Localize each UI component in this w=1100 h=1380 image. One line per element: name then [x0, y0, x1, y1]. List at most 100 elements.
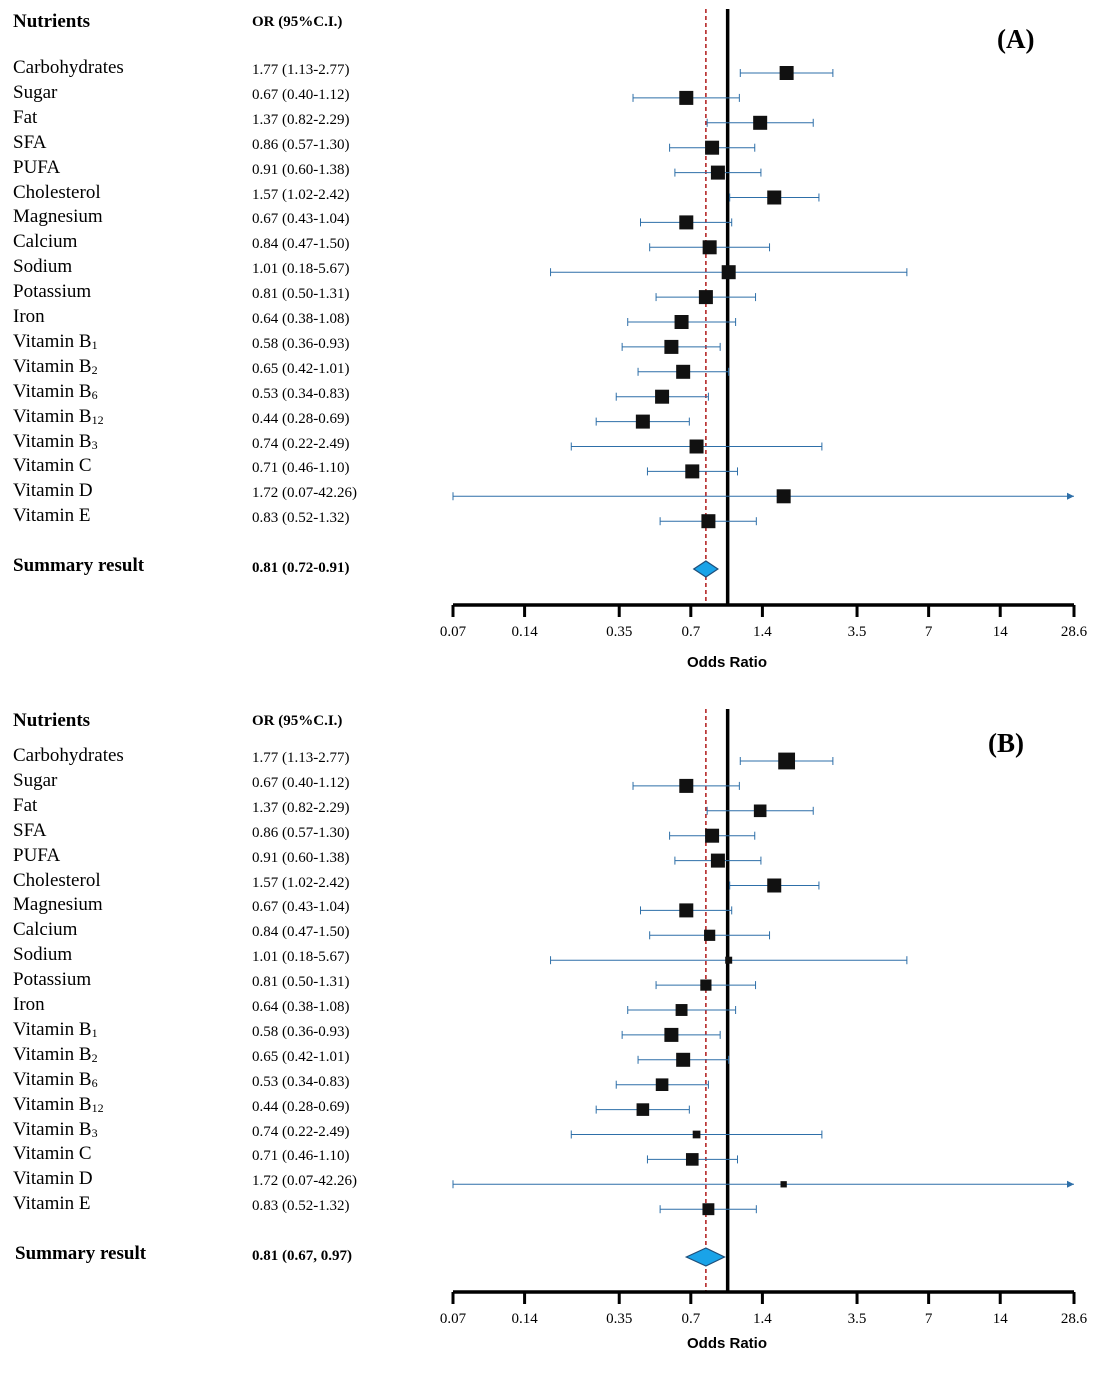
- x-tick-label: 0.7: [681, 624, 700, 640]
- nutrient-label: Vitamin B3: [13, 430, 98, 452]
- nutrient-label: PUFA: [13, 156, 61, 178]
- forest-plot-panel-a: Nutrients OR (95%C.I.) (A) Carbohydrates…: [0, 0, 1100, 680]
- nutrient-label: Fat: [13, 106, 38, 128]
- point-estimate-marker: [679, 90, 694, 105]
- ci-row: [452, 1180, 1074, 1189]
- nutrient-label: Fat: [13, 794, 38, 816]
- ci-row: [637, 364, 730, 379]
- header-nutrients: Nutrients: [13, 11, 91, 32]
- or-ci-value: 0.58 (0.36-0.93): [252, 335, 350, 352]
- ci-arrow-head: [1067, 492, 1074, 500]
- or-ci-value: 0.71 (0.46-1.10): [252, 1148, 350, 1165]
- or-ci-value: 1.77 (1.13-2.77): [252, 750, 350, 766]
- or-ci-value: 0.84 (0.47-1.50): [252, 236, 350, 253]
- ci-row: [706, 804, 814, 818]
- forest-plot-b: 0.07 0.14 0.35 0.7 1.4 3.5 7 14 28.6 Odds Ratio: [440, 709, 1088, 1352]
- or-ci-value: 0.74 (0.22-2.49): [252, 435, 350, 452]
- x-tick-label: 0.35: [606, 1311, 632, 1327]
- or-ci-value: 0.83 (0.52-1.32): [252, 510, 350, 527]
- or-ci-value: 0.67 (0.43-1.04): [252, 211, 350, 228]
- nutrient-label: Sugar: [13, 81, 58, 103]
- ci-row: [669, 828, 756, 843]
- point-estimate-marker: [692, 1130, 701, 1139]
- or-ci-value: 1.57 (1.02-2.42): [252, 186, 350, 203]
- ci-row: [649, 240, 771, 255]
- ci-row: [646, 1153, 738, 1166]
- or-ci-value: 0.91 (0.60-1.38): [252, 161, 350, 178]
- ci-row: [739, 66, 834, 80]
- ci-arrow-head: [1067, 1180, 1074, 1188]
- point-estimate-marker: [710, 853, 725, 868]
- point-estimate-marker: [689, 439, 704, 454]
- x-tick-label: 0.14: [511, 1311, 538, 1327]
- point-estimate-marker: [725, 956, 733, 964]
- nutrient-label: Cholesterol: [13, 869, 101, 891]
- panel-label: (A): [997, 24, 1035, 54]
- nutrient-label: Magnesium: [13, 894, 103, 916]
- ci-row: [452, 489, 1074, 504]
- or-ci-value: 0.91 (0.60-1.38): [252, 849, 350, 866]
- ci-row: [627, 315, 737, 329]
- point-estimate-marker: [674, 315, 689, 329]
- ci-row: [595, 414, 690, 429]
- or-ci-value: 1.72 (0.07-42.26): [252, 1173, 357, 1190]
- x-tick-label: 1.4: [753, 1311, 772, 1327]
- or-ci-value: 0.86 (0.57-1.30): [252, 824, 350, 841]
- or-ci-value: 0.71 (0.46-1.10): [252, 460, 350, 477]
- point-estimate-marker: [655, 389, 670, 404]
- ci-row: [550, 265, 908, 280]
- or-ci-value: 0.64 (0.38-1.08): [252, 311, 350, 327]
- nutrient-label: Vitamin B1: [13, 330, 98, 352]
- nutrient-label: Vitamin C: [13, 455, 92, 477]
- summary-label: Summary result: [15, 1243, 147, 1264]
- nutrient-label: Iron: [13, 994, 45, 1015]
- or-ci-value: 1.01 (0.18-5.67): [252, 261, 350, 278]
- point-estimate-marker: [685, 1153, 699, 1166]
- ci-row: [637, 1052, 730, 1067]
- nutrient-label: Vitamin B12: [13, 1093, 104, 1115]
- nutrient-label: Vitamin D: [13, 480, 93, 502]
- point-estimate-marker: [698, 290, 713, 305]
- ci-row: [550, 956, 908, 965]
- ci-row: [655, 290, 757, 305]
- ci-row: [646, 464, 738, 479]
- header-nutrients: Nutrients: [13, 710, 91, 731]
- or-ci-value: 1.01 (0.18-5.67): [252, 949, 350, 966]
- x-tick-label: 28.6: [1061, 1311, 1088, 1327]
- summary-or-ci-value: 0.81 (0.72-0.91): [252, 560, 350, 576]
- point-estimate-marker: [753, 804, 767, 818]
- nutrient-label: Vitamin E: [13, 505, 91, 527]
- nutrient-label: SFA: [13, 131, 47, 153]
- or-ci-value: 1.72 (0.07-42.26): [252, 485, 357, 502]
- ci-row: [669, 140, 756, 155]
- x-tick-label: 0.07: [440, 624, 467, 640]
- nutrient-label: Sodium: [13, 256, 73, 278]
- nutrient-label: Calcium: [13, 919, 78, 941]
- or-ci-value: 0.84 (0.47-1.50): [252, 924, 350, 941]
- nutrient-label: Vitamin B12: [13, 405, 104, 427]
- ci-row: [639, 215, 733, 230]
- point-estimate-marker: [776, 489, 791, 504]
- point-estimate-marker: [702, 1203, 715, 1216]
- or-ci-value: 0.86 (0.57-1.30): [252, 136, 350, 153]
- point-estimate-marker: [664, 1027, 679, 1042]
- header-or-ci: OR (95%C.I.): [252, 14, 343, 30]
- x-tick-label: 0.07: [440, 1311, 467, 1327]
- nutrient-label: Cholesterol: [13, 181, 101, 203]
- or-ci-value: 0.67 (0.40-1.12): [252, 774, 350, 791]
- point-estimate-marker: [685, 464, 700, 479]
- or-ci-value: 0.74 (0.22-2.49): [252, 1123, 350, 1140]
- ci-row: [674, 165, 762, 180]
- summary-or-ci-value: 0.81 (0.67, 0.97): [252, 1248, 352, 1264]
- nutrient-label: Vitamin B2: [13, 1043, 98, 1065]
- x-tick-label: 1.4: [753, 624, 772, 640]
- ci-row: [729, 190, 820, 205]
- point-estimate-marker: [679, 903, 694, 918]
- nutrient-label: Vitamin B3: [13, 1118, 98, 1140]
- x-tick-label: 3.5: [848, 624, 867, 640]
- nutrient-label: Calcium: [13, 231, 78, 253]
- x-axis-title: Odds Ratio: [687, 1335, 767, 1352]
- ci-row: [570, 439, 823, 454]
- nutrient-label: Vitamin B6: [13, 1068, 98, 1090]
- or-ci-value: 0.81 (0.50-1.31): [252, 974, 350, 991]
